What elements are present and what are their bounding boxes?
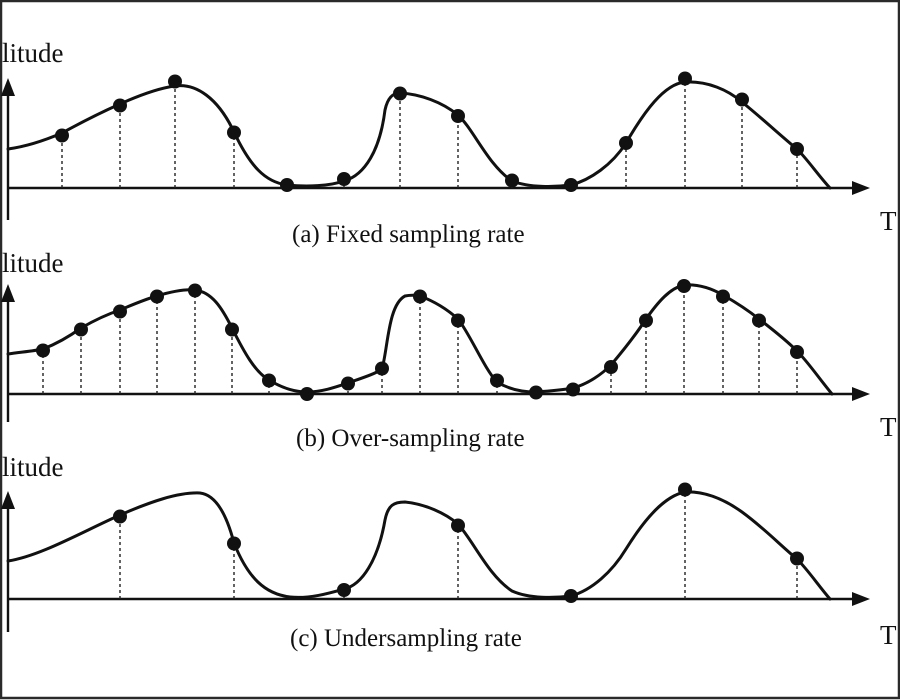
panel-a-y-axis-label: litude	[2, 38, 64, 68]
panel-b-sample-point-5	[188, 283, 202, 298]
panel-a-samples	[55, 71, 804, 192]
panel-c-samples	[113, 482, 804, 603]
panel-a-sample-point-14	[790, 142, 804, 156]
panel-a-y-axis-arrow	[1, 78, 15, 96]
panel-a-sample-point-5	[280, 178, 294, 192]
panel-a-caption: (a) Fixed sampling rate	[292, 221, 525, 248]
panel-a-sample-point-1	[55, 128, 69, 143]
panel-b-sample-point-14	[529, 385, 543, 400]
panel-c-x-axis-label: T	[880, 620, 897, 650]
panel-c: litude T (c) Undersampling rate	[1, 452, 897, 652]
panel-a-sample-point-13	[735, 92, 749, 107]
panel-c-sample-point-2	[227, 536, 241, 551]
panel-c-sample-point-1	[113, 509, 127, 524]
panel-b-x-axis-label: T	[880, 412, 897, 442]
panel-c-y-axis-label: litude	[2, 452, 64, 482]
panel-b-sample-point-2	[74, 322, 88, 337]
panel-b-sample-point-15	[566, 382, 580, 397]
panel-b-sample-point-4	[150, 289, 164, 304]
panel-a-sample-point-11	[619, 136, 633, 150]
panel-a-sample-point-4	[227, 125, 241, 140]
panel-c-sample-point-6	[678, 482, 692, 497]
panel-a-sample-point-12	[678, 71, 692, 86]
panel-b-sample-point-10	[375, 361, 389, 376]
panel-b-sample-point-8	[300, 387, 314, 401]
panel-c-signal-curve	[6, 490, 832, 601]
panel-c-sample-point-3	[337, 583, 351, 597]
panel-b-sample-point-21	[790, 345, 804, 359]
panel-a-x-axis-label: T	[880, 206, 897, 236]
panel-a: litude T (a) Fixed sampling rate	[1, 38, 897, 248]
panel-b-sample-point-12	[451, 313, 465, 328]
panel-b-sample-point-1	[36, 343, 50, 358]
panel-b-y-axis-arrow	[1, 284, 15, 302]
panel-b-sample-point-18	[677, 279, 691, 293]
panel-c-sample-point-5	[564, 589, 578, 603]
panel-b-sample-point-6	[225, 322, 239, 337]
panel-b-sample-point-9	[341, 376, 355, 391]
panel-a-sample-point-8	[451, 109, 465, 123]
panel-b-sample-point-20	[752, 313, 766, 328]
panel-b-sample-point-19	[716, 289, 730, 304]
panel-b-x-axis-arrow	[852, 387, 870, 401]
panel-b-sample-point-3	[113, 304, 127, 319]
panel-a-sample-point-6	[337, 172, 351, 186]
panel-a-sample-point-7	[393, 86, 407, 101]
panel-b-samples	[36, 279, 804, 401]
panel-b-sample-point-13	[490, 373, 504, 388]
panel-b: litude T (b) Over-sampling rate	[1, 248, 897, 452]
panel-a-sample-point-2	[113, 98, 127, 113]
panel-c-caption: (c) Undersampling rate	[290, 625, 522, 652]
panel-b-sample-point-7	[262, 373, 276, 388]
panel-b-caption: (b) Over-sampling rate	[296, 425, 525, 452]
panel-a-sample-point-9	[505, 173, 519, 188]
panel-b-sample-point-11	[413, 289, 427, 304]
panel-c-x-axis-arrow	[852, 592, 870, 606]
panel-c-y-axis-arrow	[1, 491, 15, 509]
panel-b-y-axis-label: litude	[2, 248, 64, 278]
panel-a-sample-point-3	[168, 74, 182, 89]
panel-c-sample-point-7	[790, 551, 804, 566]
panel-b-sample-point-17	[639, 313, 653, 328]
panel-c-sample-point-4	[451, 518, 465, 533]
panel-a-sample-point-10	[564, 178, 578, 192]
panel-a-x-axis-arrow	[852, 181, 870, 195]
panel-a-signal-curve	[6, 80, 832, 190]
panel-b-sample-point-16	[604, 360, 618, 374]
